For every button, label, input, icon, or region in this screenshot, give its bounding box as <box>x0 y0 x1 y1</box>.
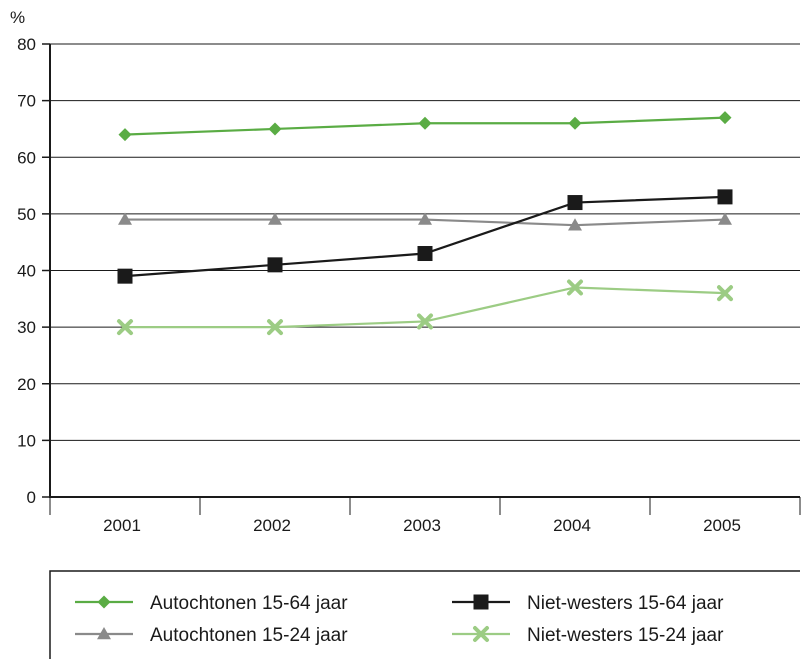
data-point-stroke <box>417 313 433 330</box>
y-unit-label: % <box>10 8 25 27</box>
y-tick-label: 40 <box>17 262 36 281</box>
y-tick-label: 10 <box>17 431 36 450</box>
data-point <box>717 189 733 205</box>
data-point <box>567 195 583 211</box>
data-point <box>118 212 132 225</box>
x-tick-label: 2001 <box>103 516 141 535</box>
legend-item: Autochtonen 15-24 jaar <box>75 625 348 646</box>
x-tick-label: 2002 <box>253 516 291 535</box>
data-point-stroke <box>267 319 283 336</box>
data-point <box>418 116 432 130</box>
data-point-stroke <box>717 285 733 302</box>
data-point <box>417 246 433 262</box>
data-point <box>97 595 111 609</box>
legend-item: Niet-westers 15-24 jaar <box>452 625 724 646</box>
grid <box>50 43 800 441</box>
data-point <box>268 122 282 136</box>
data-point <box>473 626 489 642</box>
data-point <box>418 212 432 225</box>
legend: Autochtonen 15-64 jaar Niet-westers 15-64… <box>49 570 800 659</box>
data-point-stroke <box>117 319 133 336</box>
data-point <box>268 212 282 225</box>
legend-item: Autochtonen 15-64 jaar <box>75 593 348 614</box>
series-line <box>124 195 726 278</box>
y-tick-label: 60 <box>17 148 36 167</box>
y-tick-label: 20 <box>17 375 36 394</box>
legend-label: Niet-westers 15-24 jaar <box>527 625 724 646</box>
data-point <box>568 218 582 231</box>
data-point <box>267 319 283 336</box>
data-point <box>717 285 733 302</box>
x-tick-label: 2005 <box>703 516 741 535</box>
data-point <box>417 313 433 330</box>
y-tick-label: 70 <box>17 92 36 111</box>
data-point <box>718 212 732 225</box>
y-tick-label: 30 <box>17 318 36 337</box>
series-layer <box>117 111 733 336</box>
data-point <box>267 257 283 273</box>
series-autochtonen-15-64-jaar <box>118 111 732 142</box>
series-niet-westers-15-24-jaar <box>117 279 733 336</box>
data-point <box>567 279 583 296</box>
legend-label: Autochtonen 15-24 jaar <box>150 625 348 646</box>
legend-label: Niet-westers 15-64 jaar <box>527 593 724 614</box>
data-point <box>473 594 489 610</box>
data-point <box>117 268 133 284</box>
x-tick-label: 2004 <box>553 516 591 535</box>
data-point <box>97 627 111 640</box>
y-tick-label: 0 <box>27 488 36 507</box>
data-point <box>718 111 732 125</box>
data-point-stroke <box>473 626 489 642</box>
series-niet-westers-15-64-jaar <box>117 189 733 284</box>
data-point <box>117 319 133 336</box>
legend-label: Autochtonen 15-64 jaar <box>150 593 348 614</box>
y-tick-label: 50 <box>17 205 36 224</box>
y-tick-label: 80 <box>17 35 36 54</box>
data-point <box>568 116 582 130</box>
axes: 0 10 20 30 40 50 60 70 80 2001 2002 2003 2004 2005 <box>17 35 801 535</box>
series-autochtonen-15-24-jaar <box>118 212 732 231</box>
data-point-stroke <box>567 279 583 296</box>
data-point <box>118 128 132 142</box>
legend-frame <box>49 570 800 659</box>
x-tick-label: 2003 <box>403 516 441 535</box>
legend-item: Niet-westers 15-64 jaar <box>452 593 724 614</box>
